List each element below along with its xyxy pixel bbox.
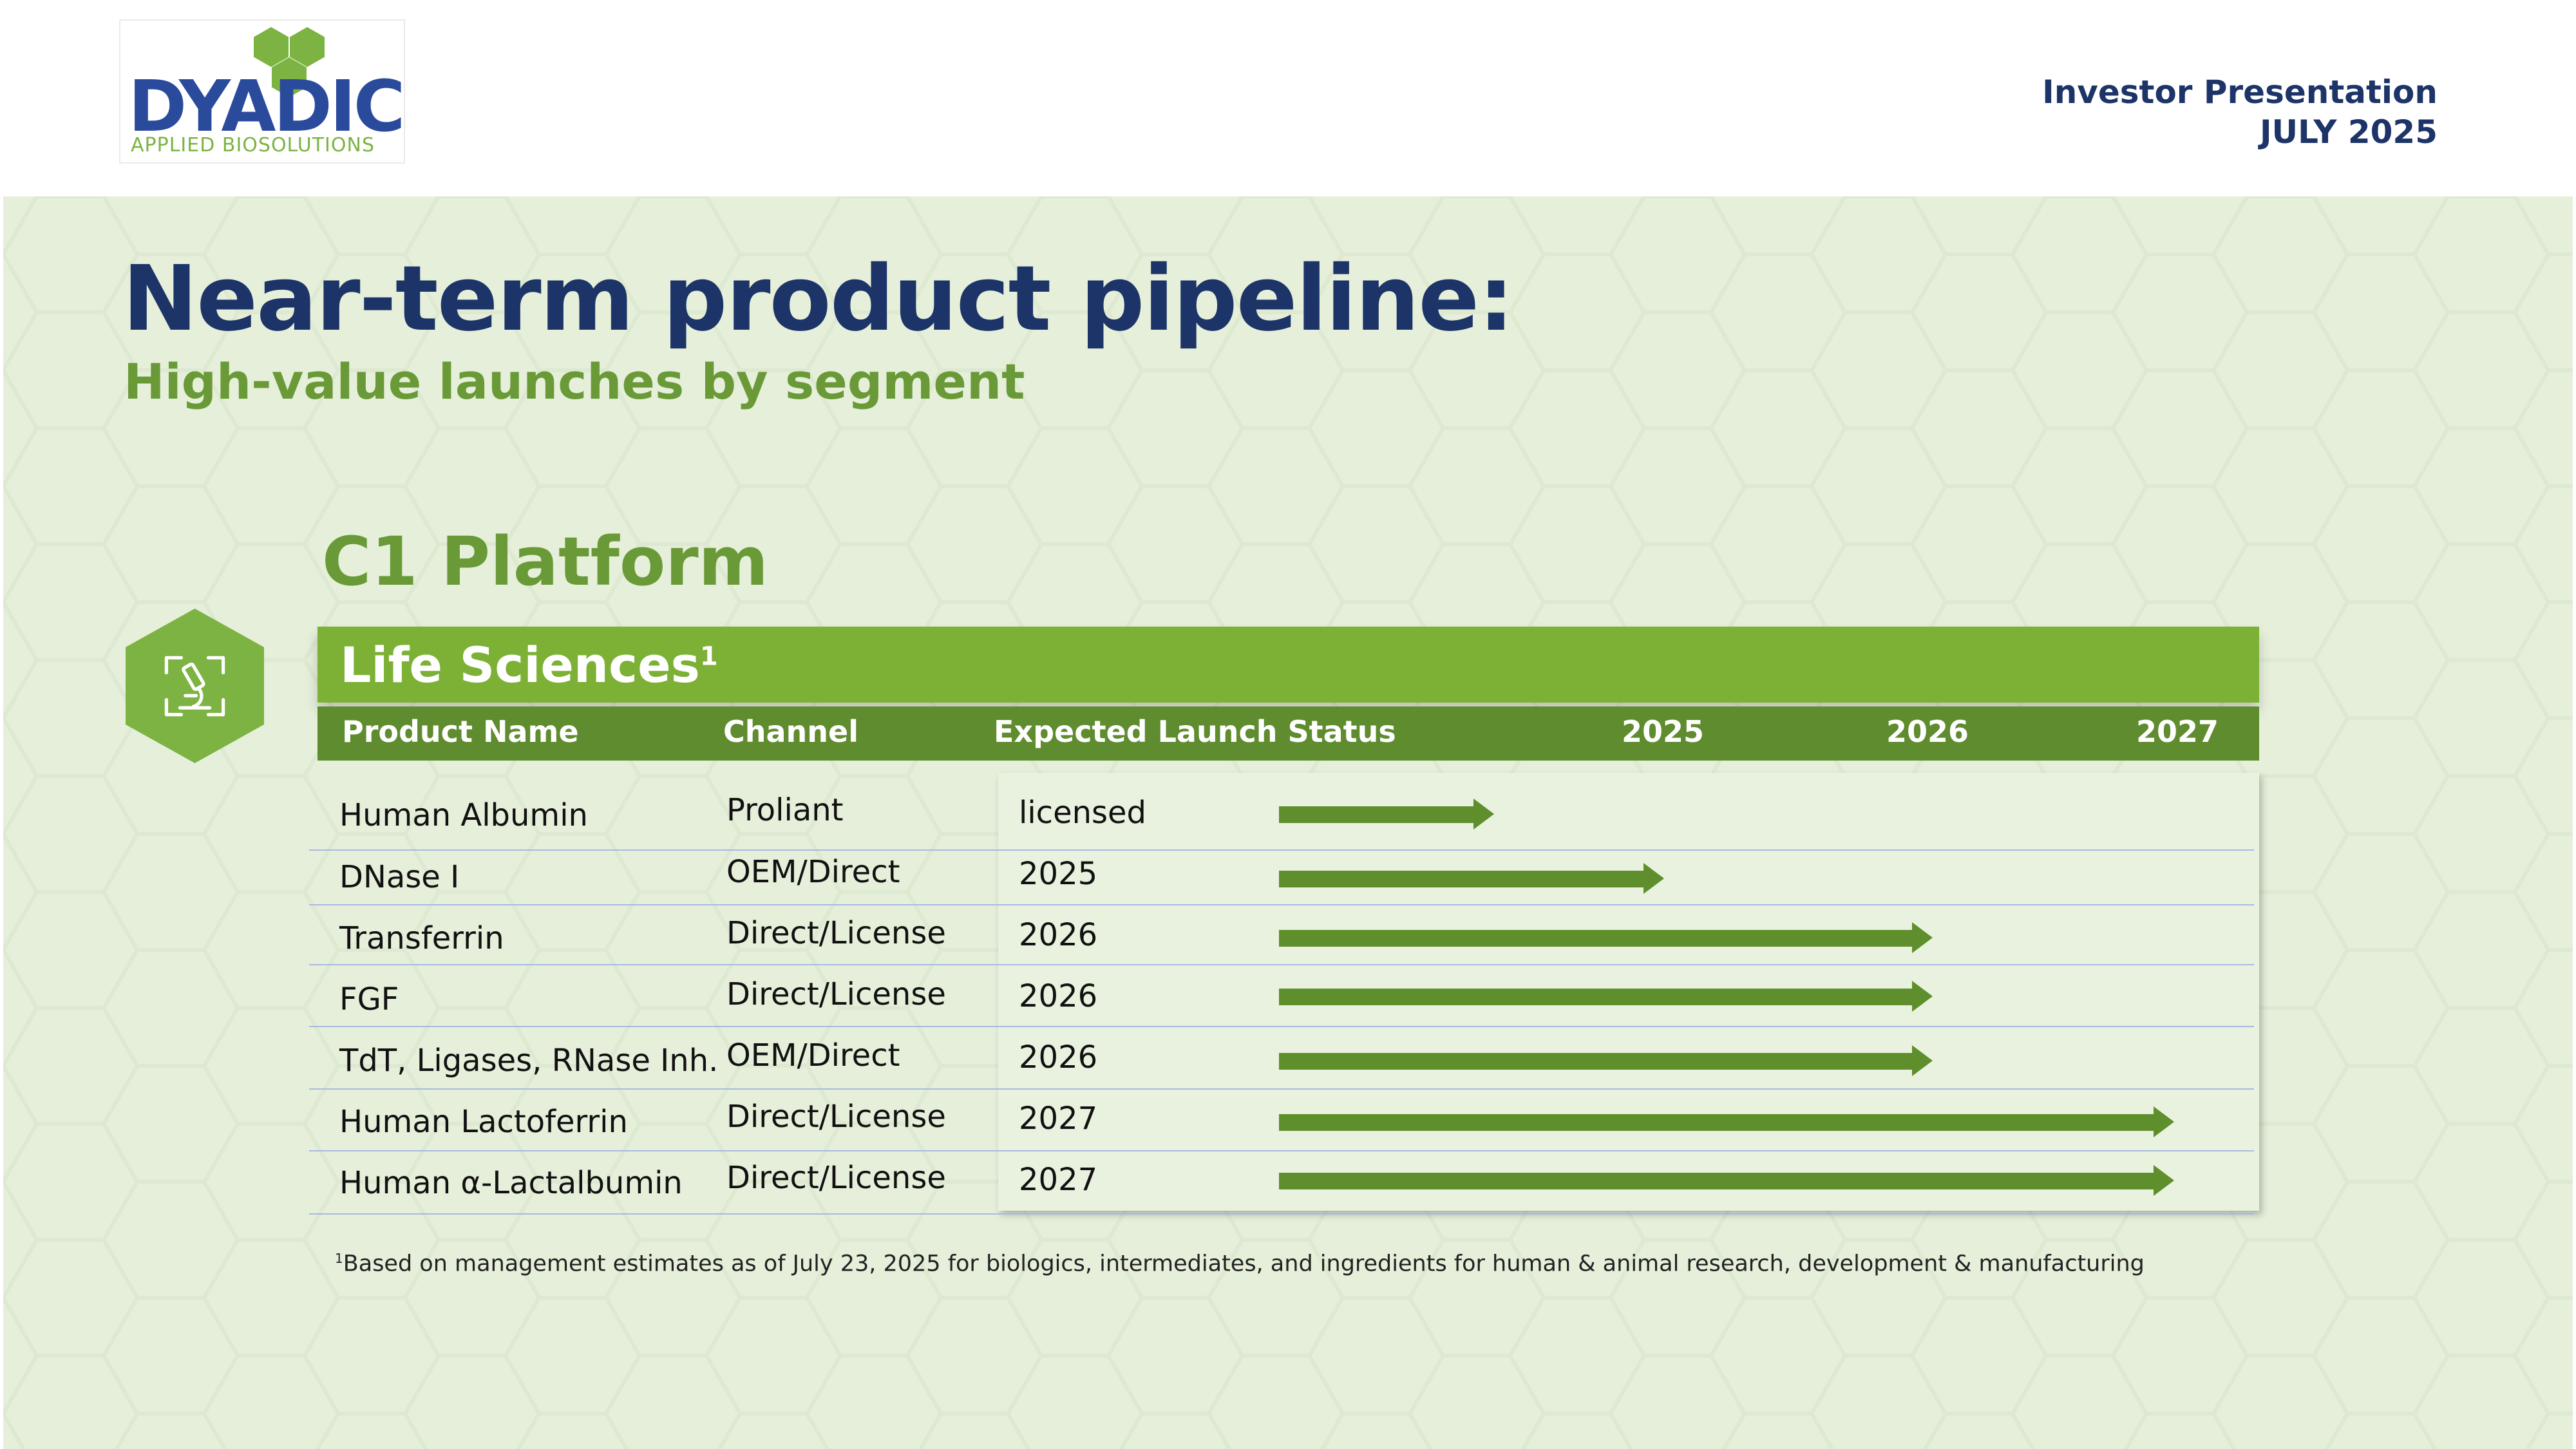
top-header: DYADIC APPLIED BIOSOLUTIONS Investor Pre…: [0, 0, 2576, 196]
table-header: Product Name Channel Expected Launch Sta…: [317, 706, 2259, 761]
presentation-date: JULY 2025: [2259, 113, 2438, 151]
col-product-name: Product Name: [342, 714, 579, 749]
row-divider: [309, 904, 2254, 905]
segment-footnote-mark: 1: [699, 641, 718, 672]
channel: Direct/License: [726, 976, 946, 1012]
row-divider: [309, 964, 2254, 965]
channel: Proliant: [726, 792, 844, 828]
launch-status: 2025: [1019, 856, 1098, 892]
product-name: DNase I: [339, 859, 460, 895]
launch-status: 2027: [1019, 1162, 1098, 1198]
product-name: TdT, Ligases, RNase Inh.: [339, 1043, 719, 1079]
row-divider: [309, 1213, 2254, 1215]
product-name: FGF: [339, 981, 399, 1018]
channel: Direct/License: [726, 1160, 946, 1196]
col-year-2027: 2027: [2136, 714, 2219, 749]
launch-status: 2026: [1019, 1039, 1098, 1075]
col-year-2025: 2025: [1622, 714, 1705, 749]
product-name: Human α-Lactalbumin: [339, 1165, 683, 1201]
timeline-arrow: [1279, 863, 1664, 894]
launch-status: 2026: [1019, 917, 1098, 953]
col-status: Expected Launch Status: [994, 714, 1396, 749]
page-subtitle: High-value launches by segment: [124, 353, 1025, 410]
timeline-arrow: [1279, 1165, 2174, 1196]
dyadic-logo: DYADIC APPLIED BIOSOLUTIONS: [119, 19, 406, 164]
row-divider: [309, 1026, 2254, 1027]
channel: Direct/License: [726, 915, 946, 951]
segment-bar: Life Sciences1: [317, 627, 2259, 703]
segment-label: Life Sciences1: [340, 636, 718, 694]
col-channel: Channel: [723, 714, 859, 749]
row-divider: [309, 1150, 2254, 1151]
timeline-arrow: [1279, 981, 1933, 1012]
presentation-label: Investor Presentation JULY 2025: [2042, 72, 2438, 152]
logo-subtitle: APPLIED BIOSOLUTIONS: [131, 134, 375, 156]
logo-wordmark: DYADIC: [128, 65, 406, 147]
timeline-arrow: [1279, 1045, 1933, 1076]
timeline-arrow: [1279, 922, 1933, 953]
footnote: 1Based on management estimates as of Jul…: [335, 1251, 2145, 1277]
presentation-title: Investor Presentation: [2042, 73, 2438, 111]
product-name: Human Lactoferrin: [339, 1104, 628, 1140]
launch-status: 2026: [1019, 978, 1098, 1014]
platform-heading: C1 Platform: [322, 522, 769, 601]
timeline-arrow: [1279, 1106, 2174, 1137]
row-divider: [309, 849, 2254, 851]
row-divider: [309, 1088, 2254, 1090]
channel: OEM/Direct: [726, 854, 900, 890]
microscope-icon: [164, 656, 225, 717]
footnote-text: Based on management estimates as of July…: [343, 1251, 2145, 1277]
footnote-mark: 1: [335, 1251, 343, 1266]
channel: OEM/Direct: [726, 1037, 900, 1074]
channel: Direct/License: [726, 1099, 946, 1135]
timeline-arrow: [1279, 799, 1494, 829]
product-name: Transferrin: [339, 920, 504, 956]
launch-status: 2027: [1019, 1101, 1098, 1137]
launch-status: licensed: [1019, 795, 1147, 831]
product-name: Human Albumin: [339, 797, 588, 833]
col-year-2026: 2026: [1886, 714, 1969, 749]
page-title: Near-term product pipeline:: [122, 247, 1514, 352]
